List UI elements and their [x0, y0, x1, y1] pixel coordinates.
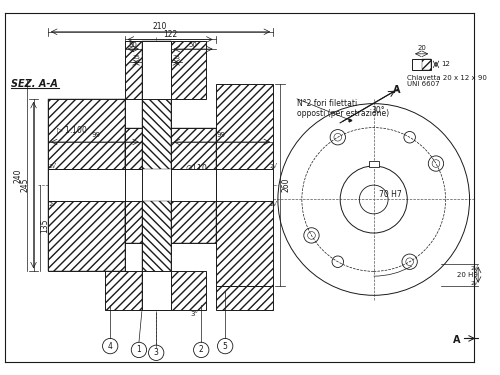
- Text: 230: 230: [126, 169, 132, 182]
- Bar: [124, 128, 216, 243]
- Text: SEZ. A-A: SEZ. A-A: [12, 80, 58, 90]
- Text: 25: 25: [172, 55, 180, 60]
- Text: 4: 4: [108, 342, 112, 351]
- Text: Chiavetta 20 x 12 x 90: Chiavetta 20 x 12 x 90: [408, 75, 487, 81]
- Bar: [216, 84, 273, 286]
- Bar: [142, 201, 171, 310]
- Bar: [48, 99, 124, 272]
- Text: 13: 13: [152, 133, 160, 138]
- Bar: [422, 58, 431, 70]
- Text: 25: 25: [132, 55, 140, 60]
- Text: 3: 3: [154, 348, 158, 357]
- Bar: [124, 128, 216, 243]
- Text: A: A: [393, 86, 400, 96]
- Text: 245: 245: [20, 178, 30, 192]
- Text: 3: 3: [139, 173, 145, 178]
- Text: 2: 2: [199, 345, 203, 354]
- Text: 99: 99: [217, 132, 226, 138]
- Text: 50: 50: [129, 42, 138, 48]
- Text: A: A: [452, 335, 460, 345]
- Text: 20 H9: 20 H9: [458, 272, 478, 278]
- Text: 20: 20: [417, 45, 426, 51]
- Bar: [142, 41, 171, 99]
- Bar: [412, 58, 431, 70]
- Text: 50: 50: [188, 42, 197, 48]
- Text: 122: 122: [164, 30, 177, 39]
- Text: 22: 22: [152, 42, 160, 48]
- Bar: [216, 286, 273, 310]
- Text: 30°: 30°: [372, 106, 386, 115]
- Bar: [369, 161, 378, 167]
- Text: 2√: 2√: [269, 202, 277, 207]
- Bar: [48, 169, 124, 201]
- Text: 1: 1: [136, 345, 141, 354]
- Text: $\varnothing$130: $\varnothing$130: [185, 175, 208, 186]
- Bar: [142, 41, 171, 310]
- Text: 2√: 2√: [48, 163, 56, 169]
- Text: 1x45°: 1x45°: [147, 156, 166, 161]
- Bar: [216, 169, 273, 201]
- Text: 12: 12: [441, 62, 450, 68]
- Text: 210: 210: [153, 21, 167, 30]
- Text: N°2 fori filettati
opposti (per estrazione): N°2 fori filettati opposti (per estrazio…: [297, 99, 389, 118]
- Text: M12: M12: [148, 52, 164, 61]
- Text: 99: 99: [92, 132, 100, 138]
- Text: 260: 260: [281, 178, 290, 192]
- Bar: [124, 41, 206, 99]
- Text: 3°: 3°: [190, 312, 198, 318]
- Bar: [142, 41, 171, 169]
- Text: $\triangleright$ 1:100: $\triangleright$ 1:100: [56, 123, 88, 135]
- Bar: [48, 99, 124, 272]
- Text: 70 H7: 70 H7: [378, 190, 402, 199]
- Bar: [124, 169, 216, 201]
- Bar: [106, 272, 206, 310]
- Text: $\varnothing$110: $\varnothing$110: [185, 162, 208, 173]
- Text: 5: 5: [223, 342, 228, 351]
- Text: 135: 135: [40, 218, 50, 232]
- Bar: [142, 272, 171, 310]
- Text: 2√: 2√: [470, 266, 478, 271]
- Text: 2√: 2√: [48, 202, 56, 207]
- Text: 240: 240: [14, 168, 22, 183]
- Text: 2√: 2√: [470, 280, 478, 285]
- Text: 2√: 2√: [269, 163, 277, 169]
- Text: UNI 6607: UNI 6607: [408, 81, 440, 87]
